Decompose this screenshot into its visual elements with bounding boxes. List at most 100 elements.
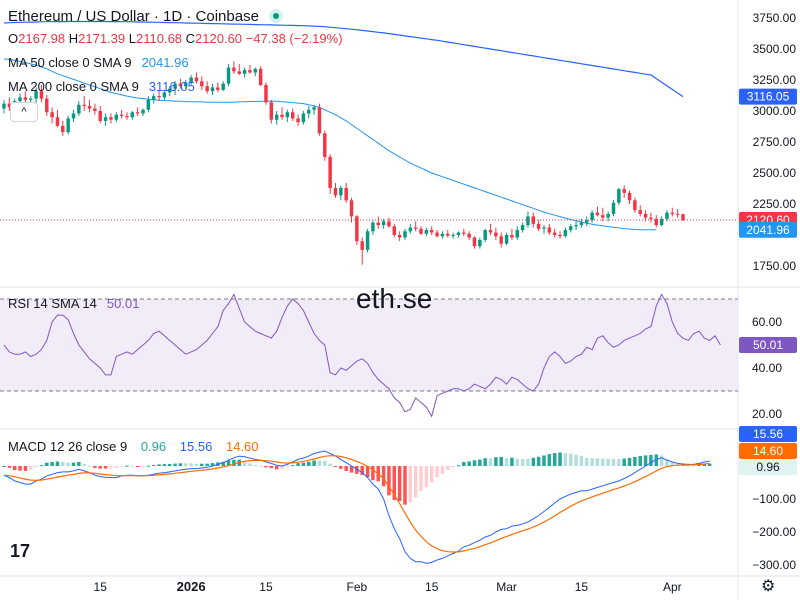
candle[interactable] [606, 211, 610, 222]
candle[interactable] [649, 212, 653, 223]
candle[interactable] [125, 112, 129, 120]
candle[interactable] [552, 228, 557, 238]
candle[interactable] [478, 237, 482, 249]
candle[interactable] [317, 103, 322, 136]
candle[interactable] [622, 185, 626, 198]
candle[interactable] [258, 66, 263, 87]
candle[interactable] [34, 87, 38, 104]
candle[interactable] [328, 154, 332, 195]
candle[interactable] [264, 82, 268, 105]
candle[interactable] [563, 227, 568, 238]
candle[interactable] [61, 120, 65, 136]
candle[interactable] [365, 228, 370, 253]
candle[interactable] [109, 113, 113, 124]
candle[interactable] [344, 182, 348, 203]
candle[interactable] [659, 216, 664, 227]
candle[interactable] [392, 223, 397, 238]
candle[interactable] [23, 91, 28, 103]
candle[interactable] [290, 108, 295, 121]
candle[interactable] [135, 107, 140, 116]
candle[interactable] [446, 230, 450, 238]
ma50-line[interactable] [3, 58, 657, 231]
candle[interactable] [189, 75, 193, 87]
candle[interactable] [226, 63, 231, 87]
collapse-legend-button[interactable]: ^ [10, 102, 38, 122]
candle[interactable] [87, 99, 92, 113]
candle[interactable] [419, 226, 423, 235]
candle[interactable] [114, 112, 119, 123]
candle[interactable] [472, 236, 477, 249]
ma200-legend[interactable]: MA 200 close 0 SMA 9 3116.05 [8, 79, 195, 94]
candle[interactable] [77, 101, 81, 116]
candle[interactable] [269, 99, 274, 124]
candle[interactable] [536, 220, 541, 232]
candle[interactable] [323, 130, 327, 161]
candle[interactable] [467, 231, 471, 240]
candle[interactable] [531, 212, 536, 228]
candle[interactable] [45, 94, 49, 116]
candle[interactable] [654, 215, 659, 228]
candle[interactable] [141, 108, 145, 116]
candle[interactable] [408, 223, 413, 234]
candle[interactable] [248, 65, 252, 74]
candle[interactable] [579, 218, 584, 228]
candle[interactable] [435, 230, 439, 238]
tradingview-logo-icon[interactable]: 17 [10, 541, 31, 561]
candle[interactable] [675, 208, 680, 218]
candle[interactable] [93, 103, 97, 115]
candle[interactable] [526, 211, 530, 228]
candle[interactable] [499, 232, 503, 248]
candle[interactable] [510, 228, 514, 240]
ma200-line[interactable] [3, 20, 684, 98]
candle[interactable] [483, 228, 487, 243]
candle[interactable] [339, 185, 343, 201]
candle[interactable] [456, 231, 461, 238]
candle[interactable] [349, 197, 354, 223]
candle[interactable] [595, 206, 600, 217]
rsi-line[interactable] [3, 293, 721, 418]
candle[interactable] [611, 200, 616, 217]
candle[interactable] [98, 106, 102, 124]
macd-signal-line[interactable] [3, 455, 710, 553]
candle[interactable] [168, 86, 172, 97]
candle[interactable] [7, 97, 12, 111]
candle[interactable] [2, 99, 6, 114]
candle[interactable] [627, 190, 632, 204]
candle[interactable] [681, 213, 685, 222]
candle[interactable] [504, 232, 509, 245]
candle[interactable] [82, 96, 86, 111]
gear-icon[interactable]: ⚙ [761, 578, 776, 595]
candle[interactable] [50, 107, 54, 124]
candle[interactable] [520, 222, 525, 233]
candle[interactable] [173, 81, 177, 95]
candle[interactable] [103, 113, 108, 126]
candle[interactable] [184, 80, 188, 90]
candle[interactable] [355, 215, 359, 245]
candle[interactable] [601, 207, 605, 222]
candle[interactable] [221, 81, 225, 92]
macd-legend[interactable]: MACD 12 26 close 9 0.96 15.56 14.60 [8, 439, 259, 454]
candle[interactable] [242, 67, 247, 78]
candle[interactable] [178, 78, 183, 89]
candle[interactable] [253, 67, 258, 77]
candle[interactable] [216, 82, 220, 93]
candle[interactable] [301, 111, 306, 125]
candle[interactable] [274, 111, 279, 125]
candle[interactable] [413, 221, 418, 232]
candle[interactable] [638, 205, 642, 217]
candle[interactable] [151, 93, 156, 104]
candle[interactable] [157, 89, 161, 102]
candle[interactable] [381, 218, 386, 229]
ma50-legend[interactable]: MA 50 close 0 SMA 9 2041.96 [8, 55, 189, 70]
candle[interactable] [665, 210, 669, 222]
candle[interactable] [387, 217, 391, 228]
candle[interactable] [205, 81, 209, 94]
candle[interactable] [210, 83, 215, 95]
candle[interactable] [333, 182, 338, 198]
candle[interactable] [617, 187, 621, 206]
candle[interactable] [296, 114, 300, 126]
rsi-legend[interactable]: RSI 14 SMA 14 50.01 [8, 296, 139, 311]
candle[interactable] [285, 109, 290, 123]
candle[interactable] [66, 115, 70, 135]
